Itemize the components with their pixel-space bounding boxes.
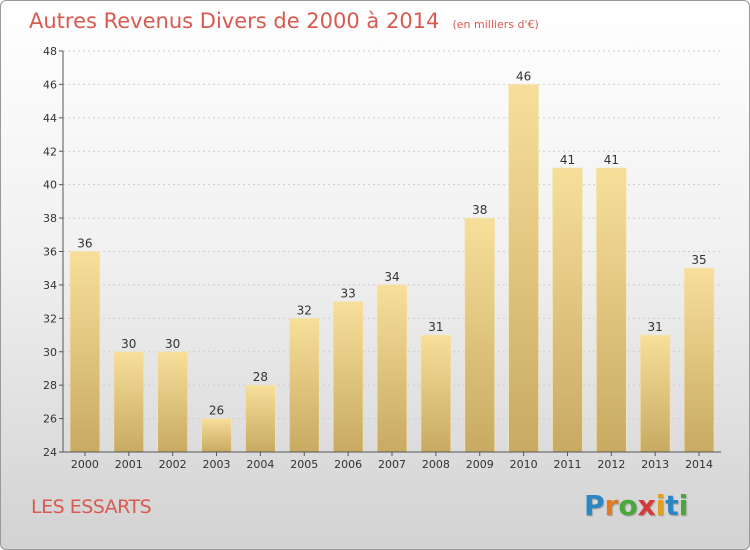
chart-title: Autres Revenus Divers de 2000 à 2014 (en…	[29, 9, 539, 33]
bar	[157, 351, 188, 453]
bar	[552, 167, 583, 453]
x-tick-label: 2003	[203, 458, 231, 471]
x-tick-label: 2010	[510, 458, 538, 471]
y-tick-label: 36	[43, 246, 57, 259]
logo-letter: t	[665, 489, 679, 522]
y-tick-label: 48	[43, 45, 57, 58]
y-tick-label: 34	[43, 279, 57, 292]
x-tick-label: 2011	[553, 458, 581, 471]
bar	[289, 318, 320, 453]
y-tick-label: 38	[43, 212, 57, 225]
x-tick-label: 2004	[246, 458, 274, 471]
y-tick-label: 44	[43, 112, 57, 125]
bar-value-label: 31	[428, 320, 443, 334]
chart-title-main: Autres Revenus Divers de 2000 à 2014	[29, 9, 440, 33]
bar	[508, 84, 539, 453]
x-tick-label: 2001	[115, 458, 143, 471]
bar-value-label: 30	[165, 337, 180, 351]
proxiti-logo: Proxiti	[584, 489, 688, 522]
bar-value-label: 33	[340, 287, 355, 301]
y-tick-label: 40	[43, 179, 57, 192]
x-tick-label: 2007	[378, 458, 406, 471]
bar-value-label: 31	[648, 320, 663, 334]
bar	[113, 351, 145, 453]
y-tick-label: 26	[43, 413, 57, 426]
x-tick-label: 2013	[641, 458, 669, 471]
bar-value-label: 26	[209, 404, 224, 418]
logo-letter: i	[655, 489, 666, 522]
y-tick-label: 46	[43, 78, 57, 91]
y-tick-label: 42	[43, 145, 57, 158]
logo-letter: x	[637, 489, 656, 522]
bar-value-label: 35	[691, 253, 706, 267]
bar-value-label: 34	[384, 270, 399, 284]
bar	[376, 284, 408, 453]
bar-value-label: 46	[516, 69, 531, 83]
commune-name: LES ESSARTS	[31, 496, 152, 518]
x-tick-label: 2006	[334, 458, 362, 471]
y-tick-label: 28	[43, 379, 57, 392]
logo-letter: P	[584, 489, 605, 522]
y-tick-label: 24	[43, 446, 57, 459]
y-tick-label: 30	[43, 346, 57, 359]
bar-value-label: 28	[253, 370, 268, 384]
x-tick-label: 2009	[466, 458, 494, 471]
bar	[245, 384, 276, 453]
x-tick-label: 2014	[685, 458, 713, 471]
bar-value-label: 38	[472, 203, 487, 217]
x-tick-label: 2005	[290, 458, 318, 471]
logo-letter: o	[618, 489, 638, 522]
bar-value-label: 32	[297, 303, 312, 317]
bar	[639, 334, 671, 453]
x-tick-label: 2012	[597, 458, 625, 471]
bar-layer: 36 30 30 26 28 32 33 34 31 38 46 41 41 31 35	[69, 69, 715, 453]
bar-value-label: 30	[121, 337, 136, 351]
bar	[420, 334, 452, 453]
bar	[596, 167, 627, 453]
bar	[464, 217, 495, 453]
bar	[201, 418, 232, 453]
logo-letter: i	[678, 489, 689, 522]
bar	[683, 267, 715, 453]
x-tick-label: 2002	[159, 458, 187, 471]
logo-letter: r	[604, 489, 619, 522]
bar-value-label: 36	[77, 237, 92, 251]
x-tick-label: 2000	[71, 458, 99, 471]
bar-value-label: 41	[604, 153, 619, 167]
x-tick-label: 2008	[422, 458, 450, 471]
bar-value-label: 41	[560, 153, 575, 167]
axis-layer: 24 26 28 30 32 34 36 38 40 42 44 46 48 2000 2001 2002 20…	[43, 45, 721, 471]
bar	[332, 301, 364, 453]
y-tick-label: 32	[43, 312, 57, 325]
chart-title-unit: (en milliers d'€)	[452, 18, 539, 31]
bar	[69, 251, 101, 453]
